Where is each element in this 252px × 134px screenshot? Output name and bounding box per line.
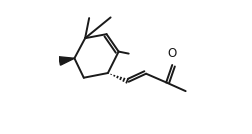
Text: O: O xyxy=(168,47,177,60)
Polygon shape xyxy=(59,57,74,65)
